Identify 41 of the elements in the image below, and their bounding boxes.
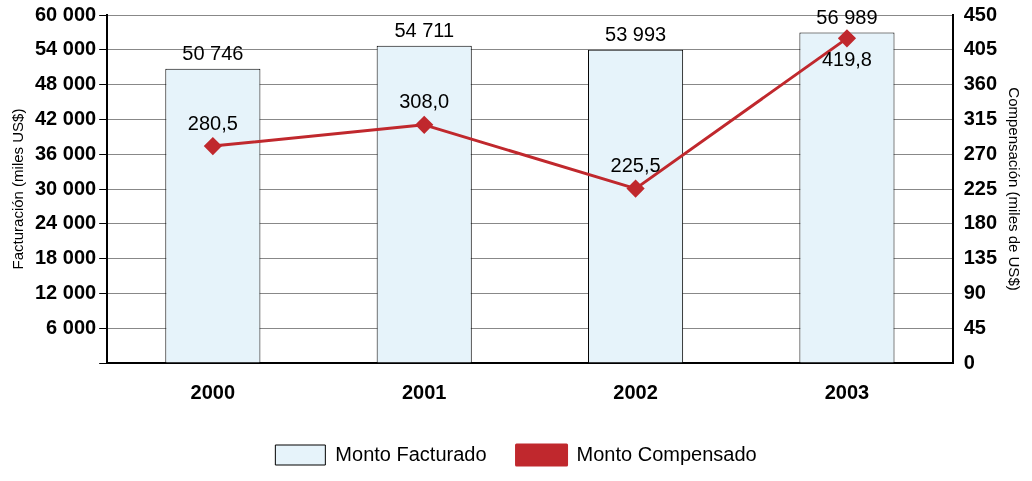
data-label: 56 989 bbox=[816, 5, 878, 28]
data-label: 225,5 bbox=[610, 154, 661, 177]
data-label: 308,0 bbox=[399, 90, 450, 113]
y2-tick-label: 90 bbox=[963, 280, 986, 303]
y2-tick-label: 45 bbox=[963, 315, 986, 338]
y-tick-label: 12 000 bbox=[35, 280, 97, 303]
y-tick-label: 24 000 bbox=[35, 211, 97, 234]
y2-axis-title: Compensación (miles de US$) bbox=[1005, 87, 1023, 291]
y2-tick-label: 135 bbox=[963, 246, 998, 269]
y2-tick-label: 225 bbox=[963, 176, 998, 199]
y-tick-label: 42 000 bbox=[35, 106, 97, 129]
y-tick-label: 6 000 bbox=[46, 315, 97, 338]
y-tick-label: 60 000 bbox=[35, 2, 97, 25]
data-label: 280,5 bbox=[187, 111, 238, 134]
data-label: 53 993 bbox=[605, 23, 667, 46]
point bbox=[627, 180, 645, 198]
y-axis-title: Facturación (miles US$) bbox=[9, 108, 27, 270]
y2-tick-label: 315 bbox=[963, 106, 998, 129]
y-tick-label: 36 000 bbox=[35, 141, 97, 164]
data-label: 50 746 bbox=[182, 42, 244, 65]
y2-tick-label: 0 bbox=[963, 350, 975, 373]
point bbox=[838, 29, 856, 47]
point bbox=[415, 116, 433, 134]
x-tick-label: 2003 bbox=[824, 380, 870, 403]
x-tick-label: 2001 bbox=[401, 380, 447, 403]
y2-tick-label: 450 bbox=[963, 2, 998, 25]
y-tick-label: 48 000 bbox=[35, 72, 97, 95]
y2-tick-label: 405 bbox=[963, 37, 998, 60]
legend-label: Monto Compensado bbox=[576, 442, 757, 465]
point bbox=[204, 137, 222, 155]
data-label: 419,8 bbox=[821, 47, 872, 70]
y2-tick-label: 270 bbox=[963, 141, 998, 164]
legend-label: Monto Facturado bbox=[335, 442, 487, 465]
x-tick-label: 2002 bbox=[613, 380, 658, 403]
y2-tick-label: 180 bbox=[963, 211, 998, 234]
y2-tick-label: 360 bbox=[963, 72, 998, 95]
y-tick-label: 30 000 bbox=[35, 176, 97, 199]
y-tick-label: 18 000 bbox=[35, 246, 97, 269]
data-label: 54 711 bbox=[394, 19, 455, 42]
y-tick-label: 54 000 bbox=[35, 37, 97, 60]
x-tick-label: 2000 bbox=[190, 380, 236, 403]
